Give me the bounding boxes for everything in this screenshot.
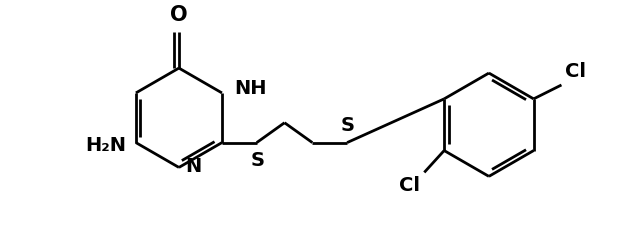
Text: NH: NH [234,80,266,99]
Text: S: S [341,116,355,135]
Text: S: S [251,150,265,170]
Text: Cl: Cl [565,62,586,81]
Text: Cl: Cl [399,176,420,195]
Text: N: N [185,157,201,176]
Text: O: O [170,5,188,25]
Text: H₂N: H₂N [85,136,126,155]
